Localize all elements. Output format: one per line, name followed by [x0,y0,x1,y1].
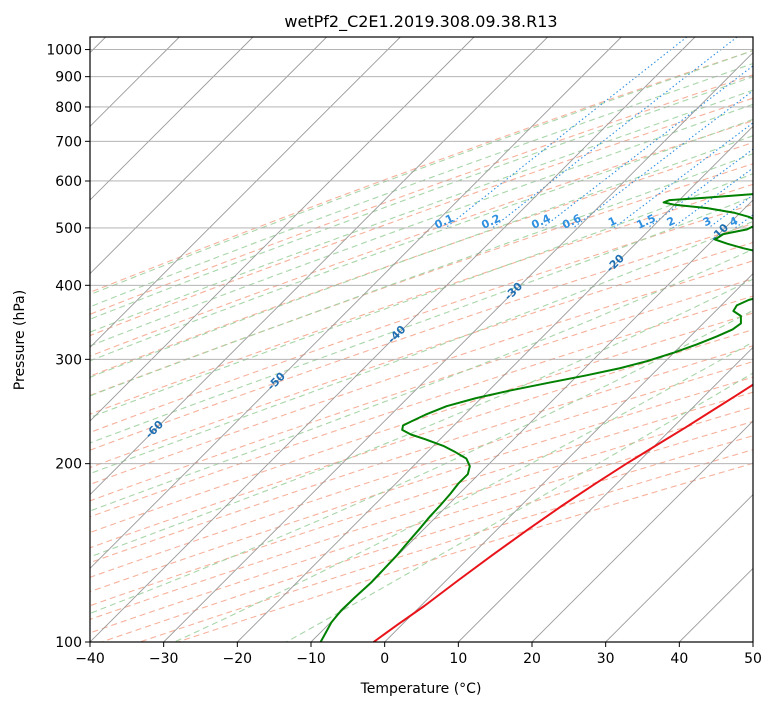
dry-adiabat [90,163,753,397]
isotherm-line [163,52,753,642]
axis-ticks: −40 −30 −20 −10 0 10 20 30 40 50 100 200 300 400 500 60… [46,43,762,667]
x-tick-label: −30 [149,651,179,667]
moist-adiabat [90,89,753,333]
y-tick-label: 600 [55,174,82,190]
moist-adiabat [90,50,753,296]
x-tick-label: 20 [523,651,541,667]
isotherm-line [384,273,753,642]
y-tick-label: 300 [55,352,82,368]
moist-adiabat [90,248,753,512]
y-tick-label: 400 [55,278,82,294]
isotherm-line [458,346,753,642]
y-tick-label: 1000 [46,43,82,59]
x-tick-label: −20 [223,651,253,667]
dry-adiabat [90,183,753,415]
y-tick-label: 200 [55,457,82,473]
y-tick-label: 500 [55,221,82,237]
moist-adiabat [90,103,753,347]
dry-adiabat [90,97,753,337]
y-tick-label: 700 [55,134,82,150]
isotherm-line [237,125,753,642]
y-tick-label: 900 [55,70,82,86]
chart-title: wetPf2_C2E1.2019.308.09.38.R13 [284,12,557,32]
moist-adiabat [90,76,753,320]
mixing-ratio-line [572,90,753,229]
isotherm-line [90,37,401,348]
x-tick-label: 30 [597,651,615,667]
x-tick-label: 0 [380,651,389,667]
dry-adiabat [90,141,753,377]
x-tick-label: −40 [75,651,105,667]
dry-adiabat [90,312,753,534]
mixing-ratio-line [542,65,753,229]
y-tick-label: 100 [55,635,82,651]
moist-adiabat [90,278,753,558]
moist-adiabat [90,153,753,397]
mixing-ratio-line [672,167,753,229]
isotherm-line [605,494,753,642]
profile-lines [319,193,753,642]
x-tick-label: −10 [296,651,326,667]
dry-adiabat [90,278,753,502]
isotherm-line [90,37,475,422]
isotherm-line [90,37,548,496]
isotherm-line [90,37,327,275]
x-tick-label: 40 [670,651,688,667]
dry-adiabat [90,74,753,315]
dry-adiabat [90,50,753,293]
isotherm-line [90,37,254,201]
x-tick-label: 10 [449,651,467,667]
isotherm-line [90,37,696,642]
moist-adiabat [90,173,753,419]
moist-adiabat [90,118,753,362]
moist-adiabat [90,220,753,475]
x-tick-label: 50 [744,651,762,667]
y-tick-label: 800 [55,100,82,116]
dry-adiabat [90,361,753,578]
dry-adiabat [90,223,753,451]
background-lines [90,37,753,642]
dry-adiabat [90,329,753,549]
isotherm-line [531,420,753,642]
y-axis-label: Pressure (hPa) [12,290,28,390]
isotherm-line [90,37,622,569]
temperature-line [373,383,753,642]
moist-adiabat [90,195,753,444]
plot-frame [89,36,754,643]
x-axis-label: Temperature (°C) [360,681,482,697]
moist-adiabat [90,62,753,308]
dewpoint-line [319,193,753,642]
moist-adiabat [90,135,753,378]
isotherm-line [310,199,753,642]
